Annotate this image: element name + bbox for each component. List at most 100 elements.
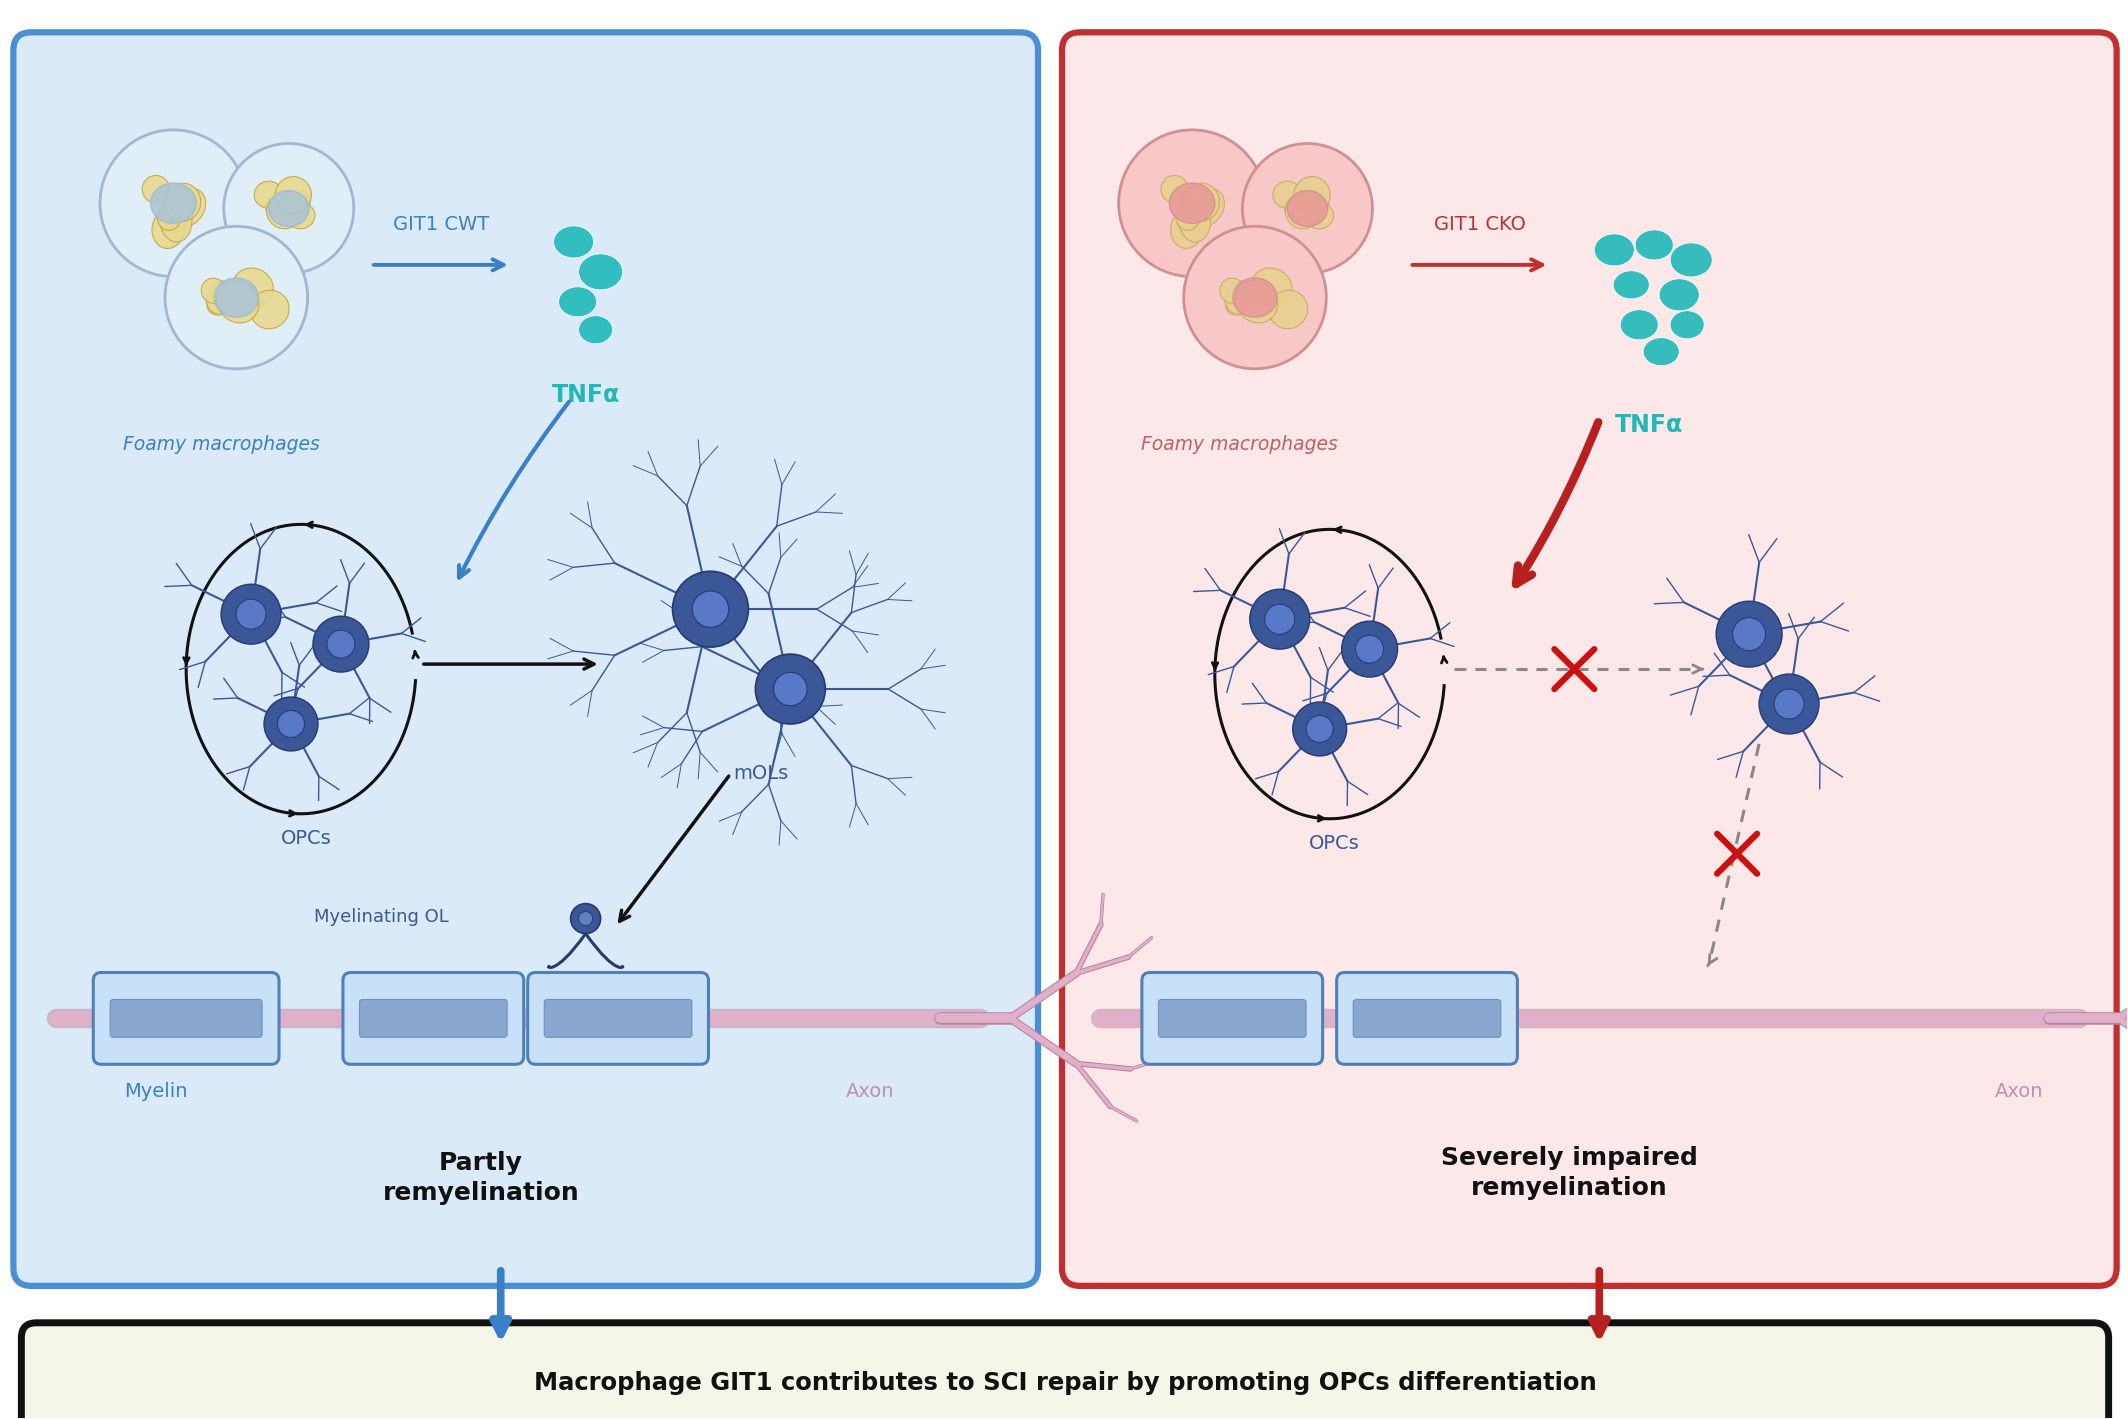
Ellipse shape: [164, 183, 200, 221]
Ellipse shape: [1670, 311, 1705, 339]
Ellipse shape: [1634, 230, 1673, 260]
Ellipse shape: [1670, 243, 1713, 277]
Circle shape: [1249, 589, 1309, 648]
FancyBboxPatch shape: [1158, 999, 1307, 1037]
Ellipse shape: [143, 176, 170, 203]
FancyBboxPatch shape: [13, 33, 1038, 1286]
Ellipse shape: [579, 316, 613, 343]
Circle shape: [579, 911, 592, 925]
Ellipse shape: [1285, 193, 1307, 224]
FancyBboxPatch shape: [528, 972, 709, 1064]
Text: Macrophage GIT1 contributes to SCI repair by promoting OPCs differentiation: Macrophage GIT1 contributes to SCI repai…: [534, 1371, 1596, 1395]
Circle shape: [692, 590, 728, 627]
Ellipse shape: [1226, 281, 1260, 315]
Ellipse shape: [1268, 291, 1309, 329]
Text: GIT1 CKO: GIT1 CKO: [1434, 216, 1526, 234]
Circle shape: [277, 711, 304, 738]
Ellipse shape: [1273, 182, 1300, 209]
Ellipse shape: [1594, 234, 1634, 265]
Ellipse shape: [1619, 309, 1658, 339]
Circle shape: [223, 143, 353, 274]
FancyBboxPatch shape: [1062, 33, 2117, 1286]
Text: Partly
remyelination: Partly remyelination: [383, 1151, 579, 1205]
Ellipse shape: [1170, 209, 1204, 248]
Circle shape: [775, 673, 807, 705]
Ellipse shape: [268, 190, 309, 227]
FancyBboxPatch shape: [21, 1323, 2109, 1419]
Ellipse shape: [1294, 176, 1330, 213]
Text: Myelin: Myelin: [123, 1081, 187, 1101]
Circle shape: [236, 599, 266, 629]
Ellipse shape: [151, 209, 185, 248]
Ellipse shape: [579, 254, 624, 289]
Ellipse shape: [206, 281, 240, 315]
Circle shape: [1264, 604, 1294, 634]
Circle shape: [570, 904, 600, 934]
Ellipse shape: [283, 190, 311, 226]
Text: Severely impaired
remyelination: Severely impaired remyelination: [1441, 1147, 1698, 1200]
Circle shape: [1119, 131, 1266, 277]
Ellipse shape: [266, 194, 302, 228]
Circle shape: [755, 654, 826, 724]
Text: TNFα: TNFα: [551, 383, 619, 407]
Ellipse shape: [1219, 278, 1245, 304]
Ellipse shape: [1187, 189, 1224, 227]
Ellipse shape: [206, 292, 232, 315]
Ellipse shape: [266, 193, 289, 224]
Circle shape: [1775, 690, 1805, 719]
FancyBboxPatch shape: [111, 999, 262, 1037]
FancyBboxPatch shape: [545, 999, 692, 1037]
Circle shape: [1183, 226, 1326, 369]
Text: OPCs: OPCs: [281, 829, 332, 849]
Ellipse shape: [1287, 190, 1328, 227]
Ellipse shape: [151, 183, 196, 223]
Ellipse shape: [202, 278, 226, 304]
Circle shape: [672, 572, 749, 647]
Circle shape: [221, 585, 281, 644]
Ellipse shape: [160, 197, 192, 243]
Ellipse shape: [287, 203, 315, 228]
Circle shape: [1292, 702, 1347, 756]
Circle shape: [1356, 636, 1383, 663]
Ellipse shape: [1177, 204, 1200, 230]
FancyBboxPatch shape: [1143, 972, 1324, 1064]
Text: GIT1 CWT: GIT1 CWT: [394, 216, 489, 234]
FancyBboxPatch shape: [343, 972, 523, 1064]
FancyBboxPatch shape: [1336, 972, 1517, 1064]
Ellipse shape: [1285, 194, 1321, 228]
Circle shape: [328, 630, 355, 658]
FancyBboxPatch shape: [360, 999, 506, 1037]
Ellipse shape: [1302, 190, 1328, 226]
Ellipse shape: [232, 268, 272, 307]
Ellipse shape: [251, 291, 289, 329]
Ellipse shape: [157, 204, 181, 230]
Text: Foamy macrophages: Foamy macrophages: [1141, 434, 1339, 454]
Text: Myelinating OL: Myelinating OL: [313, 908, 449, 925]
Circle shape: [264, 697, 317, 751]
Ellipse shape: [1162, 176, 1187, 203]
Ellipse shape: [1307, 203, 1334, 228]
FancyBboxPatch shape: [94, 972, 279, 1064]
Text: mOLs: mOLs: [732, 765, 787, 783]
Circle shape: [1732, 617, 1766, 651]
Ellipse shape: [1613, 271, 1649, 299]
Ellipse shape: [1236, 281, 1277, 324]
FancyBboxPatch shape: [1353, 999, 1500, 1037]
Circle shape: [1243, 143, 1373, 274]
Text: TNFα: TNFα: [1615, 413, 1683, 437]
Circle shape: [100, 131, 247, 277]
Ellipse shape: [217, 281, 260, 324]
Circle shape: [1760, 674, 1819, 734]
Ellipse shape: [170, 189, 206, 227]
Ellipse shape: [1226, 292, 1251, 315]
Circle shape: [1307, 715, 1332, 742]
Text: Axon: Axon: [847, 1081, 894, 1101]
Circle shape: [1341, 622, 1398, 677]
Text: Foamy macrophages: Foamy macrophages: [123, 434, 319, 454]
Text: Axon: Axon: [1994, 1081, 2043, 1101]
Ellipse shape: [1179, 197, 1211, 243]
Ellipse shape: [560, 287, 596, 316]
Text: OPCs: OPCs: [1309, 834, 1360, 853]
Circle shape: [313, 616, 368, 673]
Ellipse shape: [1232, 278, 1277, 318]
